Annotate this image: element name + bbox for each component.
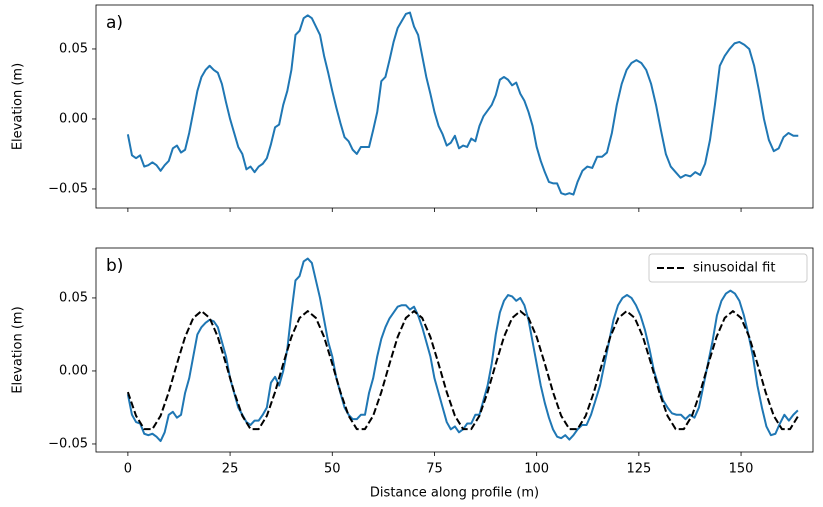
legend-box xyxy=(648,253,808,283)
y-tick-label: 0.00 xyxy=(59,111,88,126)
plot-frame xyxy=(95,247,814,453)
x-axis-label: Distance along profile (m) xyxy=(370,486,539,501)
x-tick-label: 50 xyxy=(324,462,341,477)
y-tick-label: 0.05 xyxy=(59,41,88,56)
x-tick-label: 100 xyxy=(524,462,549,477)
series-line xyxy=(126,257,799,443)
panel-label: b) xyxy=(106,256,123,276)
y-tick-label: −0.05 xyxy=(48,181,88,196)
y-tick-label: 0.05 xyxy=(59,290,88,305)
plot-frame xyxy=(95,4,814,209)
x-tick-label: 25 xyxy=(222,462,239,477)
x-tick-label: 0 xyxy=(124,462,132,477)
series-line xyxy=(126,11,799,196)
x-tick-label: 75 xyxy=(426,462,443,477)
y-axis-label: Elevation (m) xyxy=(11,306,26,393)
legend-label: sinusoidal fit xyxy=(693,261,775,276)
y-tick-label: −0.05 xyxy=(48,436,88,451)
y-tick-label: 0.00 xyxy=(59,363,88,378)
y-axis-label: Elevation (m) xyxy=(11,63,26,150)
x-tick-label: 150 xyxy=(729,462,754,477)
series-line xyxy=(126,310,800,431)
panel-label: a) xyxy=(106,13,123,33)
x-tick-label: 125 xyxy=(626,462,651,477)
